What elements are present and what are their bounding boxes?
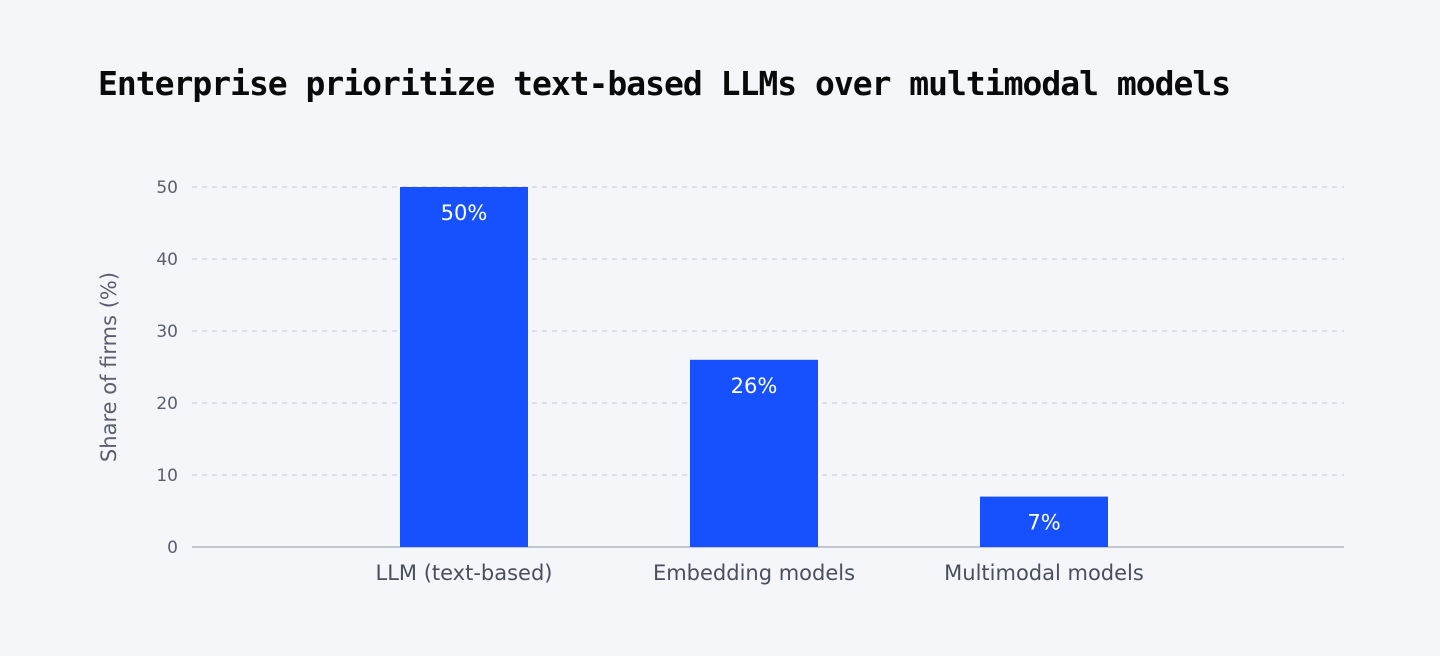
data-label: 50% [441, 201, 488, 225]
bar [980, 496, 1108, 547]
chart-title: Enterprise prioritize text-based LLMs ov… [98, 64, 1231, 103]
y-tick-label: 10 [156, 466, 178, 486]
y-axis-label: Share of firms (%) [97, 272, 121, 462]
data-label: 7% [1027, 511, 1060, 535]
data-label: 26% [731, 374, 778, 398]
y-tick-label: 20 [156, 394, 178, 414]
x-tick-label: LLM (text-based) [376, 561, 553, 585]
y-tick-label: 0 [167, 538, 178, 558]
y-tick-label: 40 [156, 250, 178, 270]
x-tick-label: Multimodal models [944, 561, 1144, 585]
x-tick-label: Embedding models [653, 561, 855, 585]
y-tick-label: 30 [156, 322, 178, 342]
bar [690, 359, 818, 547]
bar [400, 187, 528, 547]
y-tick-label: 50 [156, 178, 178, 198]
